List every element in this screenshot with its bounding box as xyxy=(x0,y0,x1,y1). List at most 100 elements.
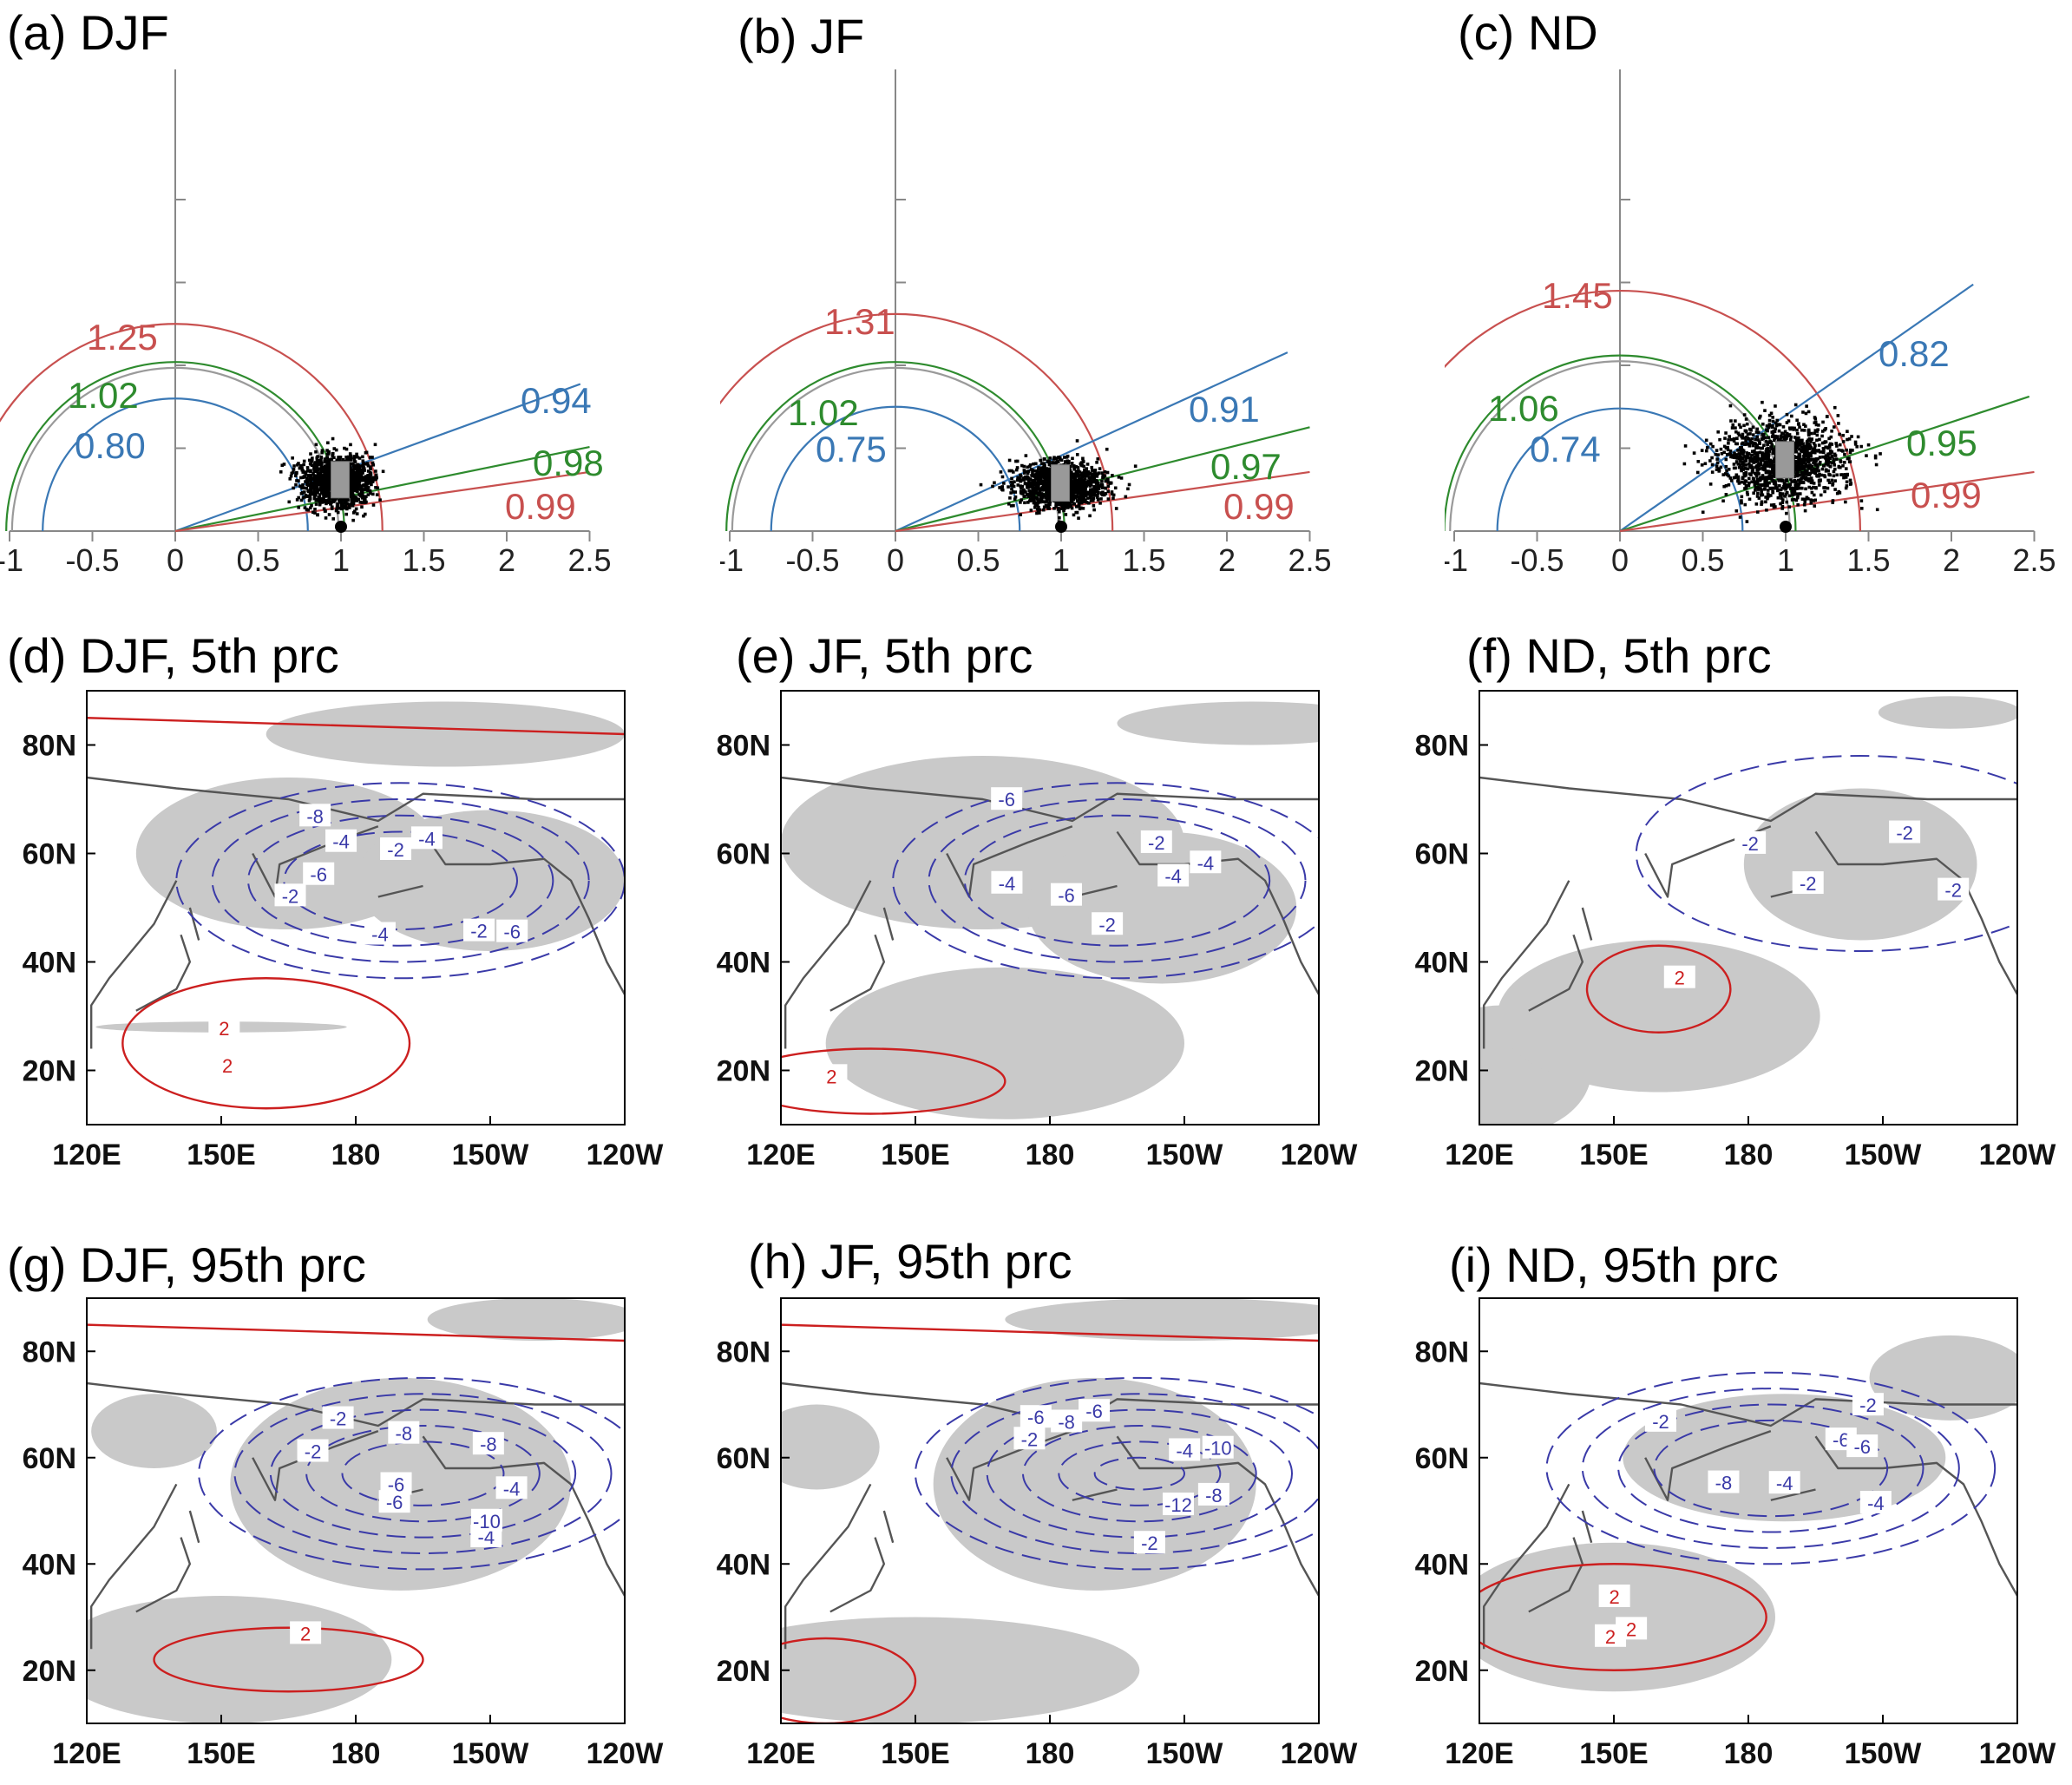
scatter-point xyxy=(356,456,359,459)
scatter-point xyxy=(1839,460,1843,463)
scatter-point xyxy=(1839,466,1842,469)
scatter-point xyxy=(1785,512,1788,515)
scatter-point xyxy=(1795,418,1799,422)
scatter-point xyxy=(356,485,359,489)
contour-label: -4 xyxy=(371,924,389,946)
scatter-point xyxy=(372,463,376,467)
red-std-label: 1.25 xyxy=(87,317,158,358)
scatter-point xyxy=(1728,435,1731,438)
contour-label: -6 xyxy=(310,864,327,886)
scatter-point xyxy=(1095,482,1098,485)
scatter-point xyxy=(313,497,317,501)
scatter-point xyxy=(335,509,338,513)
x-tick-label: -1 xyxy=(720,542,744,578)
scatter-point xyxy=(1064,461,1067,464)
scatter-point xyxy=(292,464,296,468)
scatter-point xyxy=(310,475,313,478)
scatter-point xyxy=(1749,473,1753,476)
scatter-point xyxy=(1798,452,1801,456)
scatter-point xyxy=(1134,464,1138,468)
scatter-point xyxy=(372,477,376,481)
y-tick-label: 20N xyxy=(1415,1055,1469,1088)
scatter-point xyxy=(1009,491,1013,495)
scatter-point xyxy=(1705,439,1708,443)
scatter-point xyxy=(1849,479,1852,482)
scatter-point xyxy=(1745,417,1748,421)
scatter-point xyxy=(1807,467,1811,470)
scatter-point xyxy=(1821,430,1825,433)
scatter-point xyxy=(1105,492,1108,495)
scatter-point xyxy=(1746,520,1749,523)
x-tick-label: 150E xyxy=(187,1737,255,1770)
scatter-point xyxy=(1809,452,1813,456)
scatter-point xyxy=(1822,448,1826,451)
scatter-point xyxy=(1809,498,1813,502)
scatter-point xyxy=(316,483,319,487)
scatter-point xyxy=(1718,438,1721,442)
scatter-point xyxy=(1747,443,1750,446)
scatter-point xyxy=(1803,472,1806,476)
scatter-point xyxy=(1774,427,1777,430)
scatter-point xyxy=(1738,434,1741,437)
scatter-point xyxy=(1683,463,1687,466)
scatter-point xyxy=(1803,457,1806,461)
scatter-point xyxy=(1803,429,1806,432)
x-tick-label: 150E xyxy=(187,1139,255,1171)
y-tick-label: 20N xyxy=(23,1655,76,1688)
green-std-label: 1.02 xyxy=(788,392,859,433)
scatter-point xyxy=(1768,470,1772,474)
scatter-point xyxy=(1744,457,1747,461)
taylor-diagram: -1-0.500.511.522.51.251.020.800.940.980.… xyxy=(0,0,659,590)
x-tick-label: 120E xyxy=(1445,1139,1513,1171)
scatter-point xyxy=(1803,503,1806,507)
panel-title: (i) ND, 95th prc xyxy=(1449,1241,1779,1290)
scatter-point xyxy=(1757,446,1761,450)
scatter-point xyxy=(1100,471,1104,475)
scatter-point xyxy=(1879,452,1882,456)
scatter-point xyxy=(311,511,315,515)
scatter-point xyxy=(1737,463,1741,466)
scatter-point xyxy=(288,477,292,481)
x-tick-label: 1.5 xyxy=(402,542,445,578)
scatter-point xyxy=(1758,442,1761,445)
blue-std-label: 0.80 xyxy=(75,425,146,466)
reference-point xyxy=(1780,521,1792,533)
scatter-point xyxy=(1779,438,1782,442)
contour-label: -8 xyxy=(480,1434,497,1455)
scatter-point xyxy=(1831,455,1834,458)
taylor-panel-b: (b) JF -1-0.500.511.522.51.311.020.750.9… xyxy=(720,0,1380,590)
red-corr-label: 0.99 xyxy=(505,486,576,527)
scatter-point xyxy=(1120,476,1124,480)
shaded-region xyxy=(266,702,625,767)
scatter-point xyxy=(324,457,327,461)
scatter-point xyxy=(1112,494,1116,497)
scatter-point xyxy=(1058,516,1061,520)
scatter-point xyxy=(1752,426,1755,430)
x-tick-label: 1 xyxy=(1052,542,1070,578)
scatter-point xyxy=(1088,515,1092,518)
scatter-point xyxy=(1785,501,1788,504)
scatter-point xyxy=(361,456,364,459)
scatter-point xyxy=(1104,474,1107,477)
scatter-point xyxy=(1104,480,1107,483)
scatter-point xyxy=(1741,495,1744,499)
scatter-point xyxy=(292,487,295,490)
scatter-point xyxy=(1843,461,1846,464)
scatter-point xyxy=(1101,483,1105,487)
scatter-point xyxy=(1724,431,1728,435)
shaded-region xyxy=(428,1298,643,1341)
scatter-point xyxy=(326,485,330,489)
scatter-point xyxy=(1012,470,1015,474)
scatter-point xyxy=(1761,436,1765,440)
scatter-point xyxy=(327,451,331,455)
scatter-point xyxy=(1042,501,1046,504)
y-tick-label: 20N xyxy=(23,1055,76,1088)
contour-label: 2 xyxy=(300,1623,311,1644)
scatter-point xyxy=(1079,474,1083,477)
scatter-point xyxy=(1729,419,1733,423)
scatter-point xyxy=(1769,462,1773,465)
scatter-point xyxy=(1731,423,1734,427)
